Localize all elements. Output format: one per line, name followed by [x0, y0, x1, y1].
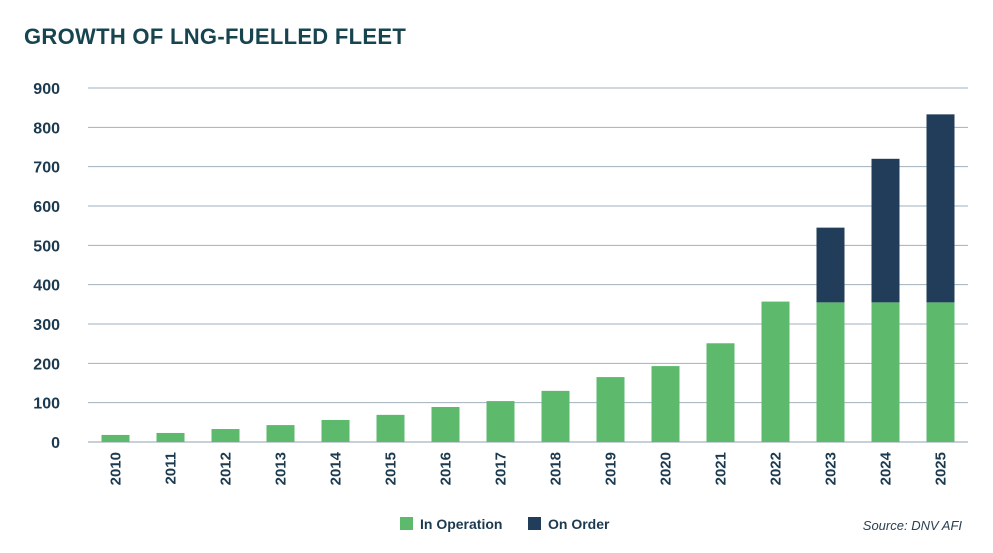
x-tick-label: 2025 [933, 452, 950, 485]
x-axis-ticks: 2010 2011 2012 2013 2014 2015 2016 2017 2018 2019… [108, 451, 950, 485]
x-tick-label: 2013 [273, 452, 290, 485]
legend-label-on-order: On Order [548, 516, 610, 532]
bar-on-order-2025 [926, 114, 955, 303]
x-tick-label: 2010 [108, 452, 125, 485]
bar-in-operation-2017 [486, 401, 515, 442]
source-note: Source: DNV AFI [863, 518, 963, 533]
bar-in-operation-2012 [211, 429, 240, 442]
legend: In Operation On Order [400, 516, 610, 532]
bar-in-operation-2021 [706, 343, 735, 442]
bar-in-operation-2010 [101, 434, 130, 442]
x-tick-label: 2021 [713, 452, 730, 485]
bar-in-operation-2014 [321, 419, 350, 442]
y-tick-label: 200 [33, 356, 60, 373]
x-tick-label: 2019 [603, 452, 620, 485]
bar-in-operation-2020 [651, 366, 680, 442]
bar-in-operation-2016 [431, 406, 460, 442]
x-tick-label: 2016 [438, 452, 455, 485]
x-tick-label: 2012 [218, 452, 235, 485]
y-axis-ticks: 0 100 200 300 400 500 600 700 800 900 [33, 81, 60, 452]
legend-swatch-on-order [528, 517, 541, 530]
legend-label-in-operation: In Operation [420, 516, 502, 532]
legend-swatch-in-operation [400, 517, 413, 530]
x-tick-label: 2011 [163, 452, 180, 485]
x-tick-label: 2020 [658, 452, 675, 485]
bar-in-operation-2022 [761, 301, 790, 442]
x-tick-label: 2015 [383, 452, 400, 485]
x-tick-label: 2023 [823, 452, 840, 485]
y-tick-label: 600 [33, 199, 60, 216]
chart-title: GROWTH OF LNG-FUELLED FLEET [24, 24, 407, 49]
y-tick-label: 800 [33, 120, 60, 137]
x-tick-label: 2018 [548, 452, 565, 485]
y-tick-label: 900 [33, 81, 60, 98]
bar-in-operation-2018 [541, 390, 570, 442]
y-tick-label: 400 [33, 278, 60, 295]
bar-on-order-2023 [816, 227, 845, 303]
y-tick-label: 300 [33, 317, 60, 334]
bar-in-operation-2011 [156, 432, 185, 442]
x-tick-label: 2024 [878, 451, 895, 485]
bar-in-operation-2013 [266, 425, 295, 442]
bar-in-operation-2024 [871, 302, 900, 442]
bar-in-operation-2025 [926, 302, 955, 442]
bar-in-operation-2015 [376, 414, 405, 442]
x-tick-label: 2014 [328, 451, 345, 485]
bar-on-order-2024 [871, 158, 900, 303]
x-tick-label: 2017 [493, 452, 510, 485]
y-tick-label: 700 [33, 160, 60, 177]
x-tick-label: 2022 [768, 452, 785, 485]
bar-in-operation-2019 [596, 377, 625, 442]
bar-in-operation-2023 [816, 302, 845, 442]
y-tick-label: 500 [33, 238, 60, 255]
y-tick-label: 100 [33, 396, 60, 413]
bars [101, 114, 955, 442]
y-tick-label: 0 [51, 435, 60, 452]
